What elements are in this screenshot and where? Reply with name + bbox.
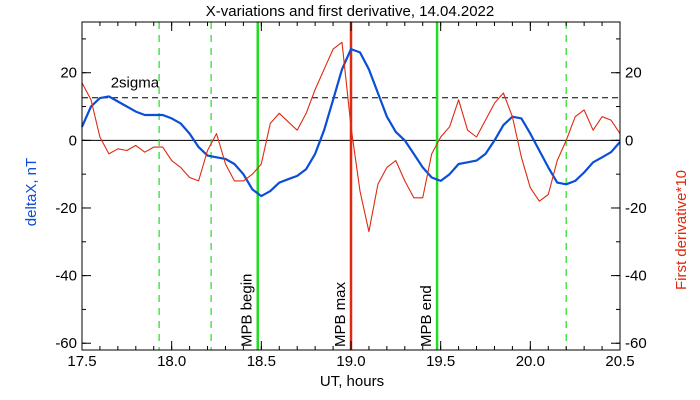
y-axis-title-left: deltaX, nT	[23, 158, 40, 226]
marker-label-mpb-max: MPB max	[332, 281, 349, 347]
series-layer	[80, 41, 621, 233]
y-tick-label-left: -20	[55, 200, 77, 217]
y-tick-label-right: 0	[625, 132, 633, 149]
marker-label-mpb-end: MPB end	[418, 285, 435, 347]
y-tick-label-right: -40	[625, 268, 647, 285]
y-tick-label-left: -40	[55, 268, 77, 285]
series-line-derivative	[81, 41, 621, 233]
x-axis-title: UT, hours	[320, 373, 384, 390]
y-tick-label-right: 20	[625, 65, 642, 82]
axes: 17.5 18.0 18.5 19.0 19.5 20.0 20.5 20 20 0 0 -20 -20…	[55, 21, 647, 370]
y-tick-label-left: -60	[55, 335, 77, 352]
x-tick-label: 19.0	[336, 353, 365, 370]
y-tick-label-right: -60	[625, 335, 647, 352]
chart-title: X-variations and first derivative, 14.04…	[206, 3, 495, 20]
series-line-deltaX	[80, 47, 621, 198]
y-tick-label-left: 0	[69, 132, 77, 149]
x-tick-label: 17.5	[67, 353, 96, 370]
y-tick-label-right: -20	[625, 200, 647, 217]
x-tick-label: 20.5	[605, 353, 634, 370]
y-tick-label-left: 20	[60, 65, 77, 82]
y-axis-title-right: First derivative*10	[673, 170, 690, 290]
marker-label-mpb-begin: MPB begin	[239, 274, 256, 347]
threshold-label: 2sigma	[111, 75, 160, 92]
x-tick-label: 18.5	[247, 353, 276, 370]
marker-lines: MPB begin MPB max MPB end	[158, 22, 567, 350]
x-tick-label: 20.0	[516, 353, 545, 370]
x-tick-label: 18.0	[157, 353, 186, 370]
x-tick-label: 19.5	[426, 353, 455, 370]
